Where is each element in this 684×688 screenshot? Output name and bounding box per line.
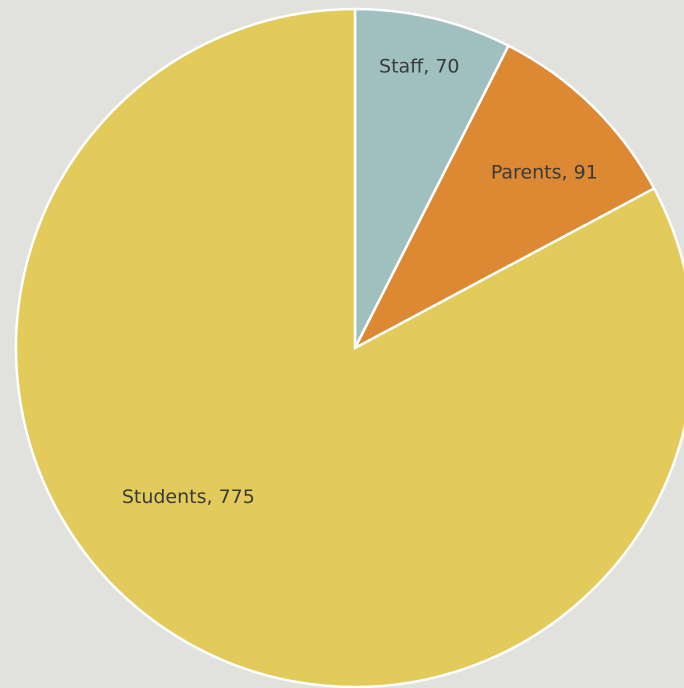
pie-slice	[353, 7, 511, 349]
data-label: Staff, 70	[379, 56, 460, 78]
pie-slice	[14, 7, 684, 688]
pie-slice	[352, 44, 656, 351]
data-label: Parents, 91	[491, 162, 598, 184]
data-label: Students, 775	[122, 486, 255, 508]
